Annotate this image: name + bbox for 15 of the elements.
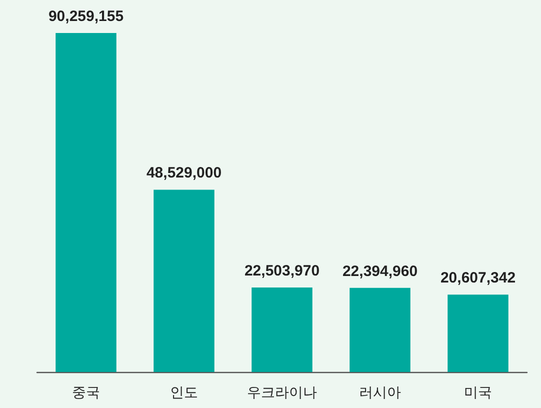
- data-label: 20,607,342: [440, 270, 516, 287]
- bar: [56, 33, 116, 372]
- bar: [448, 294, 508, 372]
- data-label: 22,503,970: [244, 262, 320, 280]
- bar: [350, 288, 410, 372]
- x-tick-label: 중국: [72, 385, 100, 401]
- x-tick-label: 러시아: [359, 385, 401, 401]
- bar: [252, 287, 312, 372]
- x-tick-label: 우크라이나: [247, 385, 317, 401]
- data-label: 48,529,000: [146, 164, 222, 182]
- data-label: 90,259,155: [48, 8, 124, 25]
- x-tick-label: 미국: [464, 385, 492, 401]
- x-tick-label: 인도: [170, 385, 198, 401]
- data-label: 22,394,960: [342, 262, 418, 280]
- bar: [154, 190, 214, 372]
